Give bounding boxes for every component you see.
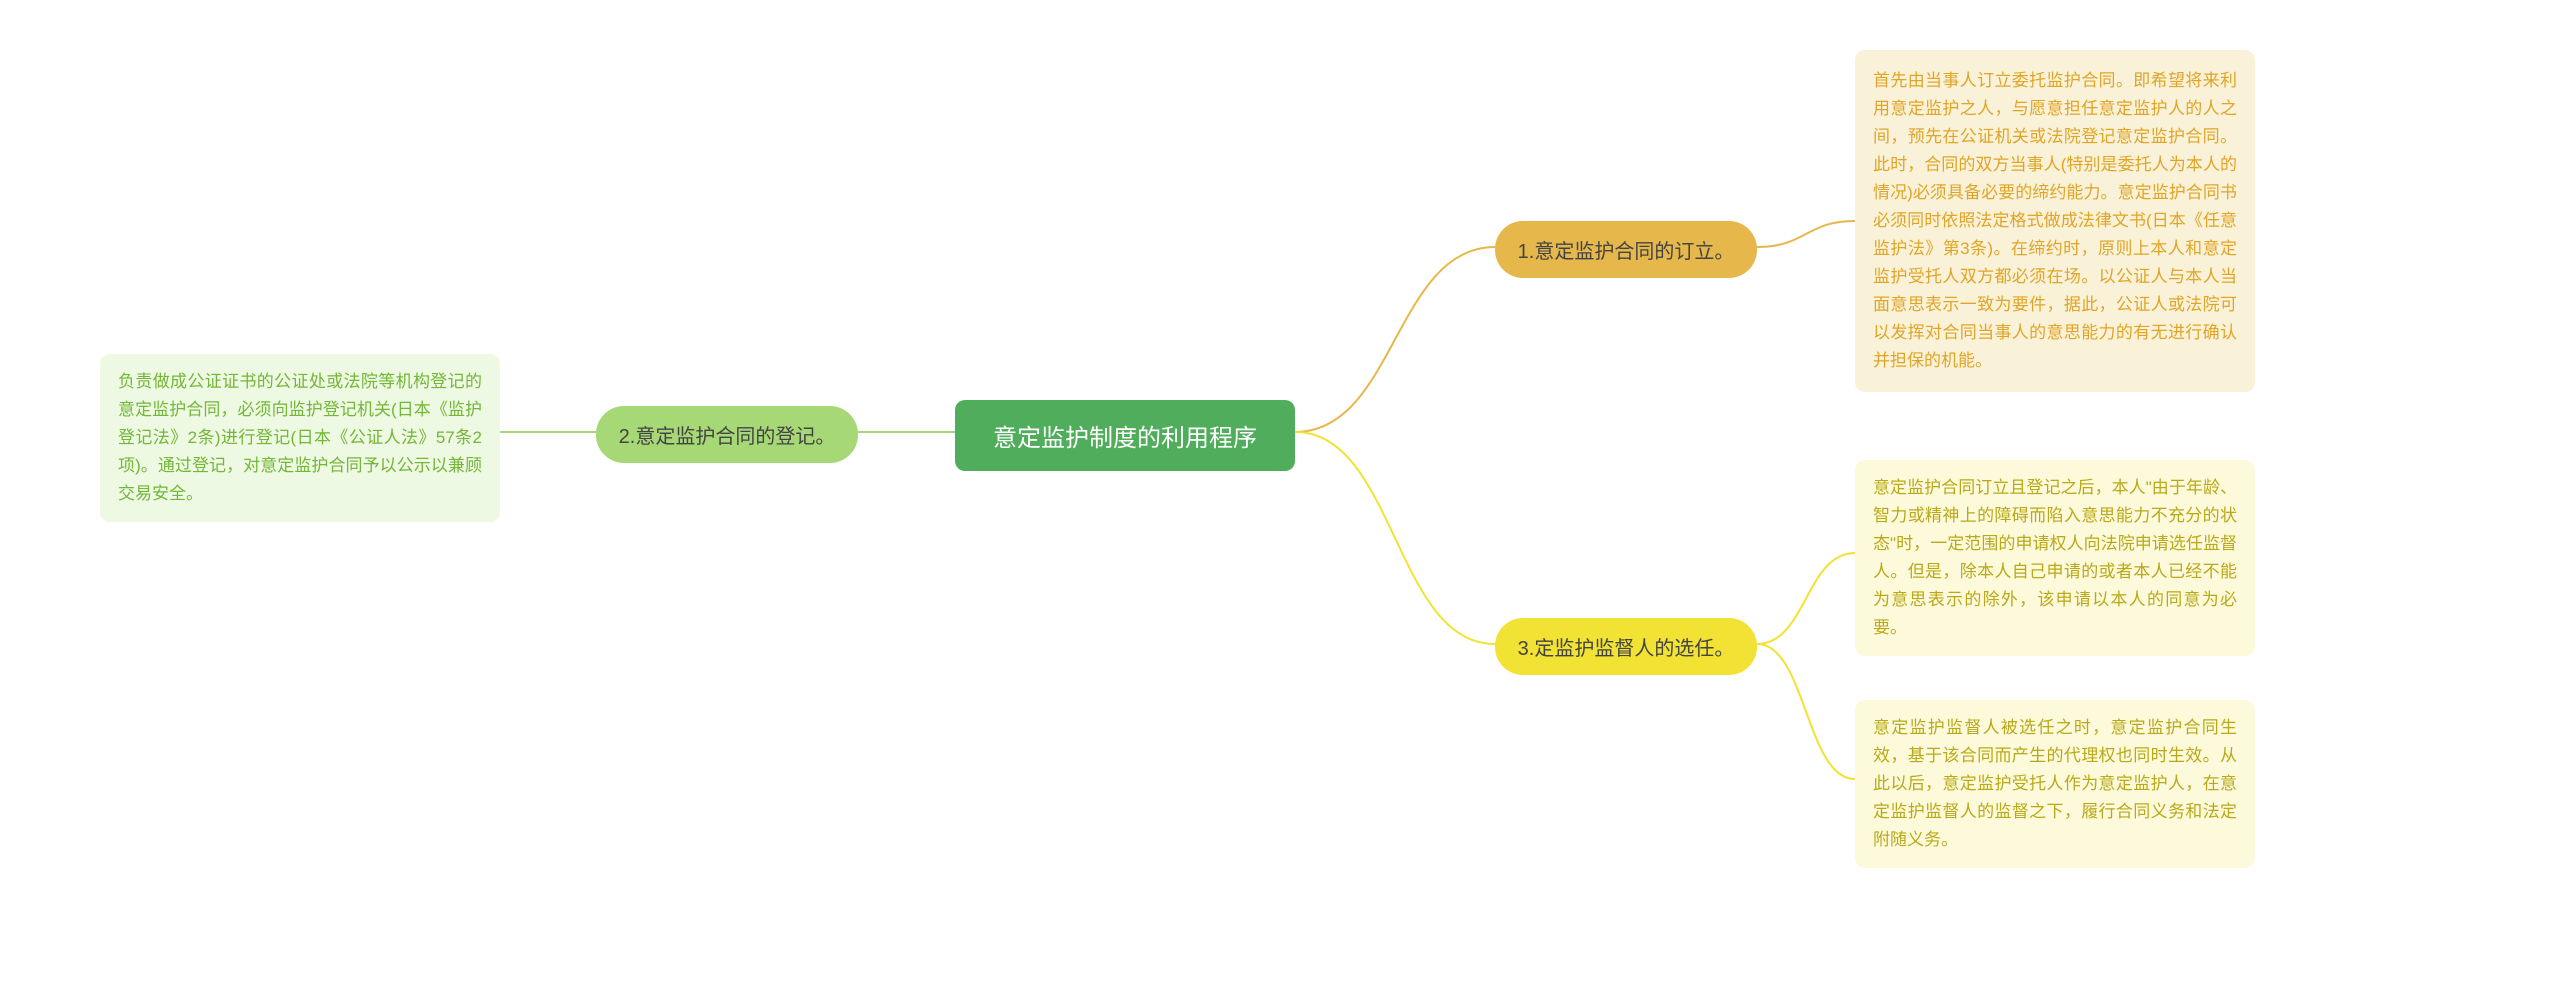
root-node: 意定监护制度的利用程序 bbox=[955, 400, 1295, 471]
leaf-b3-0: 意定监护合同订立且登记之后，本人"由于年龄、智力或精神上的障碍而陷入意思能力不充… bbox=[1855, 460, 2255, 656]
leaf-b2-0: 负责做成公证证书的公证处或法院等机构登记的意定监护合同，必须向监护登记机关(日本… bbox=[100, 354, 500, 522]
branch-b2: 2.意定监护合同的登记。 bbox=[596, 406, 858, 463]
branch-b3: 3.定监护监督人的选任。 bbox=[1495, 618, 1757, 675]
leaf-b1-0: 首先由当事人订立委托监护合同。即希望将来利用意定监护之人，与愿意担任意定监护人的… bbox=[1855, 50, 2255, 392]
leaf-b3-1: 意定监护监督人被选任之时，意定监护合同生效，基于该合同而产生的代理权也同时生效。… bbox=[1855, 700, 2255, 868]
branch-b1: 1.意定监护合同的订立。 bbox=[1495, 221, 1757, 278]
